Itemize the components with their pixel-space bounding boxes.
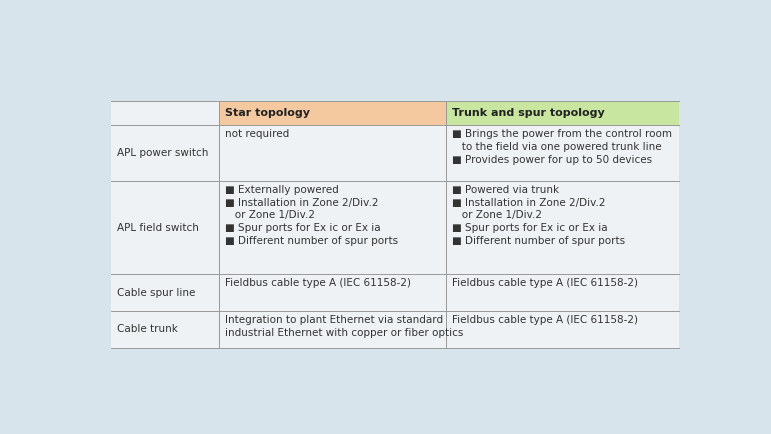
Text: Cable spur line: Cable spur line [117, 288, 196, 298]
Text: APL power switch: APL power switch [117, 148, 209, 158]
Text: not required: not required [225, 129, 289, 139]
Text: Cable trunk: Cable trunk [117, 325, 178, 335]
Text: Fieldbus cable type A (IEC 61158-2): Fieldbus cable type A (IEC 61158-2) [225, 278, 411, 288]
Bar [446, 101, 679, 125]
Text: Fieldbus cable type A (IEC 61158-2): Fieldbus cable type A (IEC 61158-2) [452, 278, 638, 288]
Text: Integration to plant Ethernet via standard
industrial Ethernet with copper or fi: Integration to plant Ethernet via standa… [225, 315, 463, 338]
Bar [111, 101, 679, 348]
Bar [219, 101, 446, 125]
Text: APL field switch: APL field switch [117, 223, 199, 233]
Text: ■ Brings the power from the control room
   to the field via one powered trunk l: ■ Brings the power from the control room… [452, 129, 672, 164]
Text: Trunk and spur topology: Trunk and spur topology [452, 108, 604, 118]
Text: ■ Powered via trunk
■ Installation in Zone 2/Div.2
   or Zone 1/Div.2
■ Spur por: ■ Powered via trunk ■ Installation in Zo… [452, 185, 625, 246]
Text: Fieldbus cable type A (IEC 61158-2): Fieldbus cable type A (IEC 61158-2) [452, 315, 638, 325]
Text: ■ Externally powered
■ Installation in Zone 2/Div.2
   or Zone 1/Div.2
■ Spur po: ■ Externally powered ■ Installation in Z… [225, 185, 398, 246]
Text: Star topology: Star topology [225, 108, 310, 118]
